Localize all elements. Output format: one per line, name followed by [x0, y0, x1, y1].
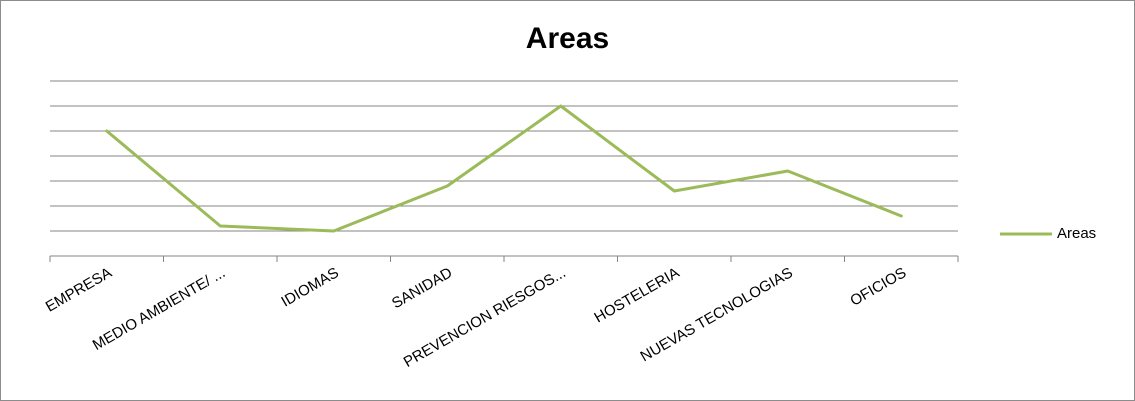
legend: Areas: [1000, 225, 1096, 242]
chart-title: Areas: [525, 22, 610, 55]
x-axis: [49, 255, 959, 262]
x-tick-label: EMPRESA: [43, 264, 115, 315]
x-tick-label: HOSTELERIA: [591, 264, 682, 326]
x-tick-label: SANIDAD: [389, 264, 455, 312]
x-tick-label: OFICIOS: [847, 264, 909, 310]
series-line: [105, 104, 903, 233]
series-lines: [105, 104, 903, 233]
legend-label: Areas: [1057, 225, 1096, 242]
x-tick-label: IDIOMAS: [278, 264, 341, 310]
gridlines: [50, 80, 958, 232]
